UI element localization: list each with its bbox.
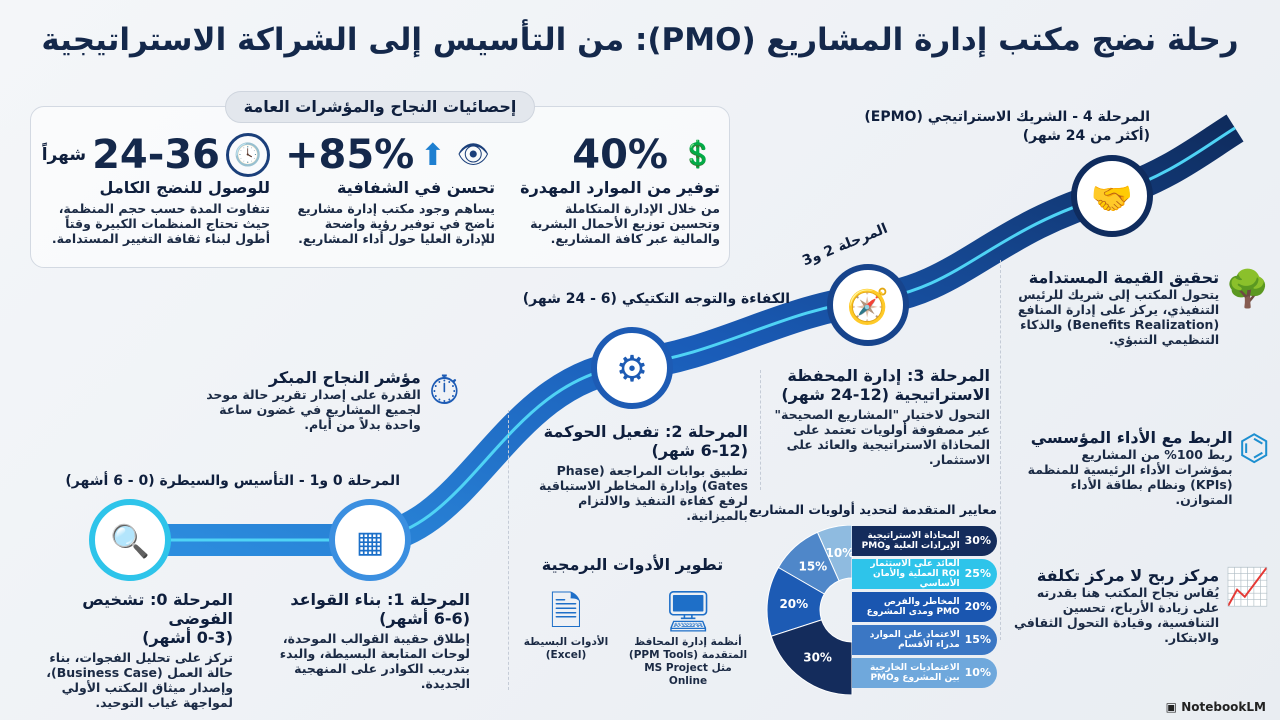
tactical-heading: الكفاءة والتوجه التكتيكي (6 - 24 شهر) [522,291,790,307]
legend-item: 15% الاعتماد على الموارد مدراء الأقسام [852,625,997,655]
compass-icon: 🧭 [847,287,889,327]
stat-title: للوصول للنضج الكامل [99,178,270,197]
benefit-item: الربط مع الأداء المؤسسي ربط 100% من المشا… [1008,428,1270,507]
kpi-network-icon: ⌬ [1238,428,1270,469]
benefit-title: الربط مع الأداء المؤسسي [1030,428,1233,447]
legend-value: 10% [964,666,991,679]
early-success: مؤشر النجاح المبكر القدرة على إصدار تقرير… [206,368,460,432]
gear-icon: ⚙ [616,349,648,390]
stats-panel [30,106,730,268]
benefit-text: يتحول المكتب إلى شريك للرئيس التنفيذي، ي… [1017,287,1220,347]
phase3: المرحلة 3: إدارة المحفظة الاستراتيجية (12… [774,366,990,467]
legend-label: العائد على الاستثمار ROI العملية والأمان… [870,559,960,589]
legend-item: 20% المخاطر والفرص PMO ومدى المشروع [852,592,997,622]
eye-icon: 👁 [456,140,490,170]
donut-label: 15% [798,560,827,574]
clock-icon: 🕓 [226,133,270,177]
benefit-item: تحقيق القيمة المستدامة يتحول المكتب إلى ش… [1008,268,1270,347]
stage4-title: المرحلة 4 - الشريك الاستراتيجي (EPMO) (أك… [864,109,1150,144]
legend-value: 30% [964,534,991,547]
money-hand-icon: 💲 [681,140,715,170]
stats-heading: إحصائيات النجاح والمؤشرات العامة [225,91,535,123]
stopwatch-report-icon: ⏱ [428,368,460,414]
donut-label: 30% [803,650,832,664]
legend-value: 15% [964,633,991,646]
divider [1000,260,1001,640]
crown-handshake-icon: 🤝 [1091,179,1133,219]
stat-maturity: شهراً 24-36 🕓 للوصول للنضج الكامل تتفاوت… [40,132,270,246]
donut-label: 20% [779,597,808,611]
stat-text: تتفاوت المدة حسب حجم المنظمة، حيث تحتاج … [51,201,270,246]
tool-excel: 🗎 الأدوات البسيطة (Excel) [516,588,616,662]
tool-ppm: 🖥 أنظمة إدارة المحافظ المتقدمة (PPM Tool… [624,588,752,688]
legend-label: الاعتماد على الموارد مدراء الأقسام [869,630,960,650]
brand-logo: ▣ NotebookLM [1165,700,1266,714]
stat-value: 40% [572,132,668,178]
priority-donut: 10%15% 20% 30% [766,525,854,695]
legend-label: المخاطر والفرص PMO ومدى المشروع [866,597,960,617]
stage-markers [89,155,1153,581]
excel-file-icon: 🗎 [549,589,583,635]
benefit-item: مركز ربح لا مركز تكلفة يُقاس نجاح المكتب … [1008,566,1270,645]
stat-text: يساهم وجود مكتب إدارة مشاريع ناضج في توف… [297,201,496,246]
stat-text: من خلال الإدارة المتكاملة وتحسين توزيع ا… [530,201,720,246]
donut-slice [770,619,853,695]
growth-chart-icon: 📈 [1225,567,1270,608]
legend-value: 25% [964,567,991,580]
stat-value: 24-36 [92,132,220,178]
foundation-heading: المرحلة 0 و1 - التأسيس والسيطرة (0 - 6 أ… [65,473,400,489]
blocks-blueprint-icon: ▦ [356,525,384,560]
stat-resources: 40% 💲 توفير من الموارد المهدرة من خلال ا… [515,132,720,246]
tree-icon: 🌳 [1225,269,1270,310]
tools-heading: تطوير الأدوات البرمجية [541,555,724,574]
legend-item: 10% الاعتماديات الخارجية بين المشروع وPMO [852,658,997,688]
stat-title: تحسن في الشفافية [336,178,495,197]
magnifier-icon: 🔍 [110,521,150,560]
phase0: المرحلة 0: تشخيص الفوضى (0-3 أشهر) تركز ع… [46,590,233,710]
chart-title: معايير المتقدمة لتحديد أولويات المشاريع [748,502,997,517]
donut-label: 10% [825,546,854,560]
divider [760,370,761,490]
benefit-text: يُقاس نجاح المكتب هنا بقدرته على زيادة ا… [1013,585,1220,645]
page-title: رحلة نضج مكتب إدارة المشاريع (PMO): من ا… [41,22,1239,58]
stat-value: +85% [285,132,415,178]
benefit-title: تحقيق القيمة المستدامة [1028,268,1220,287]
monitor-dashboard-icon: 🖥 [662,589,714,635]
legend-label: الاعتماديات الخارجية بين المشروع وPMO [869,663,960,683]
legend-value: 20% [964,600,991,613]
legend-label: المحاذاة الاستراتيجية الإيرادات العلية و… [861,531,960,551]
benefit-text: ربط 100% من المشاريع بمؤشرات الأداء الرئ… [1027,447,1233,507]
legend-item: 25% العائد على الاستثمار ROI العملية والأ… [852,559,997,589]
benefit-title: مركز ربح لا مركز تكلفة [1036,566,1220,585]
stat-transparency: +85% ⬆ 👁 تحسن في الشفافية يساهم وجود مكت… [285,132,495,246]
divider [508,410,509,690]
phase2: المرحلة 2: تفعيل الحوكمة (6-12 شهر) تطبيق… [539,422,748,523]
stat-unit: شهراً [41,144,87,165]
phase1: المرحلة 1: بناء القواعد (6-6 أشهر) إطلاق … [279,590,470,691]
stat-title: توفير من الموارد المهدرة [520,178,720,197]
legend-item: 30% المحاذاة الاستراتيجية الإيرادات العلي… [852,526,997,556]
arrow-up-icon: ⬆ [420,137,446,173]
